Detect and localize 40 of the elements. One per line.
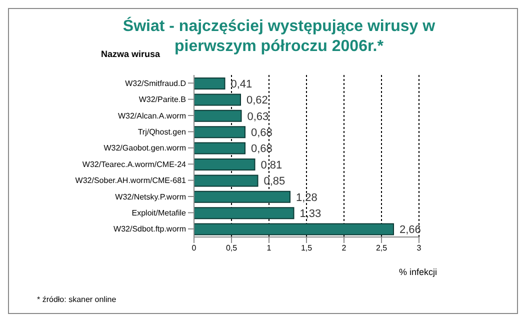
data-label: 0,62 (246, 94, 268, 107)
bar (194, 223, 394, 236)
bar (194, 110, 242, 122)
bar (194, 94, 241, 106)
data-label: 2,66 (400, 224, 421, 236)
data-label: 0,81 (260, 159, 282, 172)
y-tick-label: W32/Sdbot.ftp.worm (114, 224, 186, 234)
data-label: 0,68 (251, 143, 272, 156)
bar (194, 142, 246, 154)
x-axis-title: % infekcji (399, 267, 438, 277)
y-tick-label: W32/Gaobot.gen.worm (104, 144, 186, 153)
y-tick-label: W32/Smitfraud.D (125, 78, 186, 88)
data-label: 1,28 (296, 192, 318, 204)
x-tick-label: 1,5 (300, 244, 313, 253)
bar (194, 174, 258, 187)
x-tick-label: 0 (192, 244, 197, 253)
bar (194, 126, 246, 138)
bar (194, 158, 256, 170)
data-label: 1,33 (300, 208, 322, 220)
bar (194, 78, 226, 90)
text: * źródło: skaner online (37, 295, 116, 304)
x-tick-label: 0,5 (226, 244, 238, 253)
y-tick-label: W32/Netsky.P.worm (115, 192, 186, 202)
x-tick-label: 1 (266, 244, 272, 253)
y-tick-label: W32/Alcan.A.worm (118, 111, 186, 120)
y-tick-label: W32/Sober.AH.worm/CME-681 (75, 176, 187, 186)
bar (194, 207, 294, 220)
y-tick-label: Trj/Qhost.gen (138, 128, 186, 137)
bar (194, 190, 290, 203)
y-tick-label: W32/Tearec.A.worm/CME-24 (82, 160, 187, 169)
x-tick-label: 3 (416, 244, 422, 253)
x-tick-label: 2 (342, 244, 347, 253)
y-tick-label: Exploit/Metafile (132, 208, 187, 218)
y-axis-title: Nazwa wirusa (101, 49, 160, 59)
y-tick-label: W32/Parite.B (138, 95, 186, 104)
x-tick-label: 2,5 (376, 244, 388, 253)
data-label: 0,41 (230, 78, 252, 90)
data-label: 0,85 (264, 176, 286, 188)
data-label: 0,63 (247, 110, 269, 123)
data-label: 0,68 (251, 127, 272, 140)
